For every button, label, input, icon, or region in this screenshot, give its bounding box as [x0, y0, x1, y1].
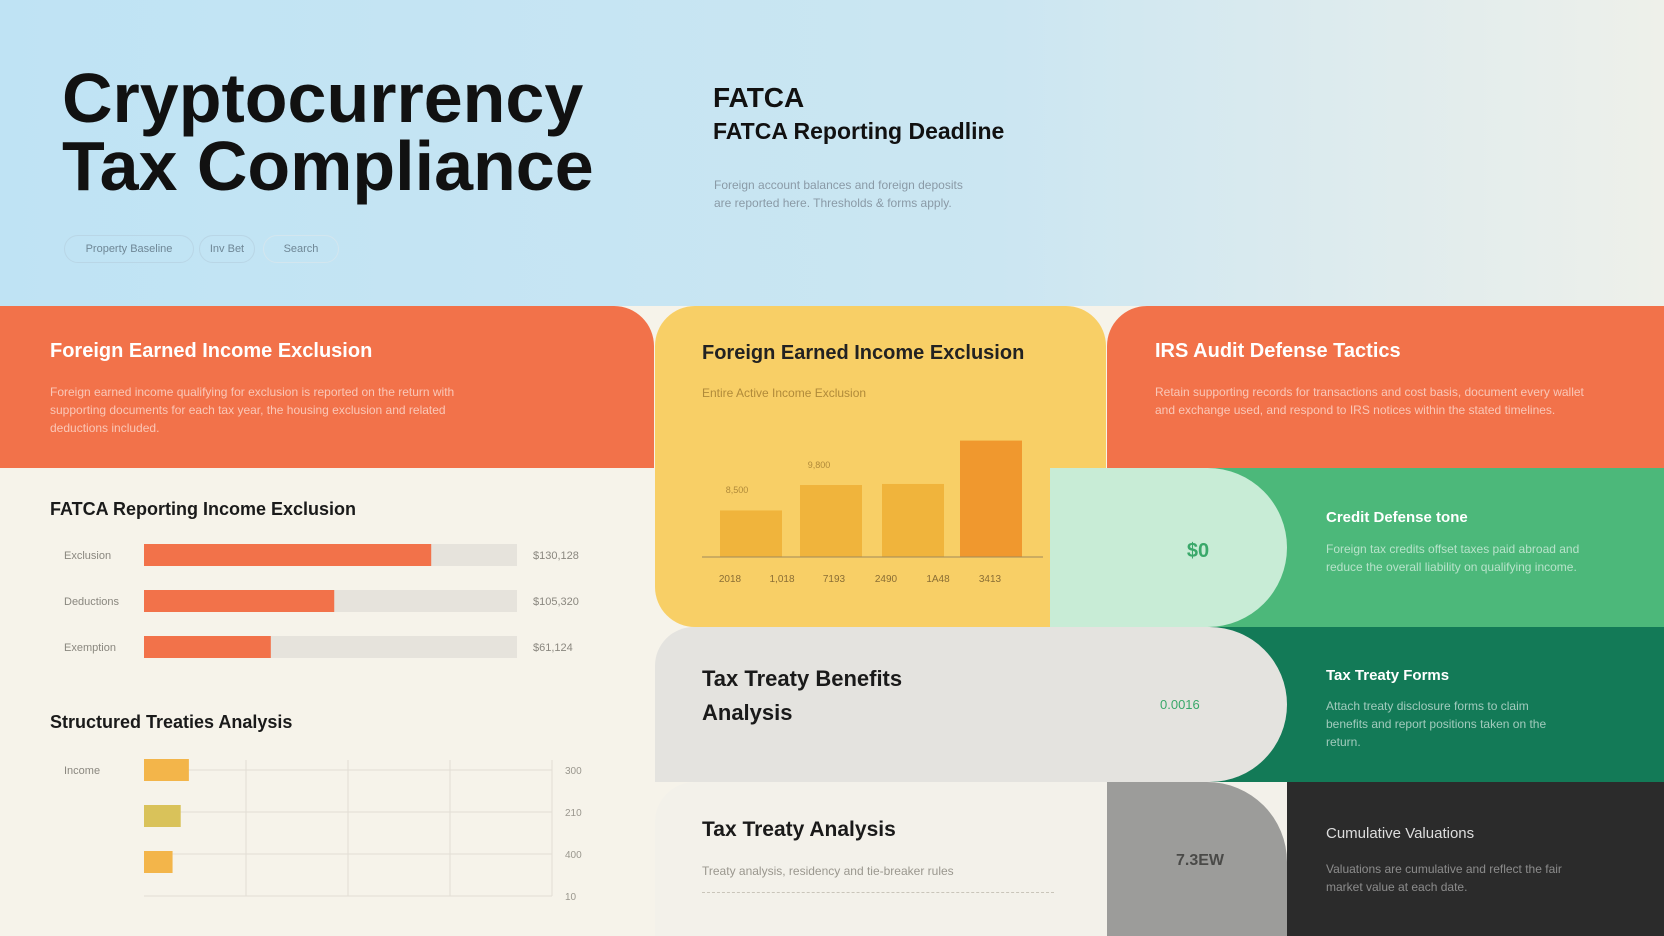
bar	[144, 544, 432, 566]
bar	[144, 851, 173, 873]
x-label: 2018	[719, 574, 742, 585]
bar	[144, 636, 271, 658]
page-title: Cryptocurrency Tax Compliance	[62, 59, 594, 205]
card-title: Tax Treaty Analysis	[702, 818, 896, 841]
chart-title: Structured Treaties Analysis	[50, 712, 293, 732]
header-blurb: Foreign account balances and foreign dep…	[714, 178, 963, 210]
section-blurb: Valuations are cumulative and reflect th…	[1326, 862, 1562, 894]
tag[interactable]: Property Baseline	[64, 235, 194, 263]
credit-badge: $0	[1186, 540, 1210, 562]
bar	[144, 805, 181, 827]
x-label: 3413	[979, 574, 1002, 585]
x-label: 2490	[875, 574, 898, 585]
header-bg	[0, 0, 1664, 306]
scale-label: 210	[565, 808, 582, 819]
bar	[882, 483, 944, 557]
scale-label: 10	[565, 892, 577, 903]
row-label: Exclusion	[64, 550, 111, 562]
x-label: 1A48	[926, 574, 950, 585]
valuations-pill	[1107, 782, 1287, 936]
amount: $105,320	[533, 596, 579, 608]
subtitle: FATCA Reporting Deadline	[713, 118, 1005, 144]
center-card	[655, 306, 1106, 627]
treaty-badge: 0.0016	[1160, 697, 1200, 712]
divider	[702, 892, 1054, 893]
x-label: 7193	[823, 574, 846, 585]
amount: $130,128	[533, 550, 579, 562]
bar	[144, 759, 189, 781]
bar	[720, 510, 782, 557]
row-label: Deductions	[64, 596, 120, 608]
amount: $61,124	[533, 642, 573, 654]
bar	[960, 440, 1022, 557]
kicker: FATCA	[713, 82, 805, 113]
card-title: Tax Treaty Benefits Analysis	[702, 666, 903, 725]
panel-blurb: Foreign earned income qualifying for exc…	[50, 385, 455, 435]
annotation: 8,500	[726, 485, 749, 495]
section-title: Tax Treaty Forms	[1326, 667, 1450, 684]
tag[interactable]: Search	[263, 235, 339, 263]
annotation: 9,800	[808, 460, 831, 470]
panel-title: Foreign Earned Income Exclusion	[50, 340, 373, 362]
section-title: Credit Defense tone	[1326, 509, 1468, 526]
section-blurb: Attach treaty disclosure forms to claim …	[1326, 699, 1547, 749]
chart-title: FATCA Reporting Income Exclusion	[50, 499, 357, 519]
card-title: Foreign Earned Income Exclusion	[702, 342, 1025, 364]
row-label: Income	[64, 765, 100, 777]
panel-title: IRS Audit Defense Tactics	[1155, 340, 1401, 362]
panel-blurb: Retain supporting records for transactio…	[1155, 385, 1584, 417]
valuations-badge: 7.3EW	[1175, 852, 1224, 869]
left-panel	[0, 306, 654, 468]
scale-label: 400	[565, 850, 582, 861]
tag[interactable]: Inv Bet	[199, 235, 255, 263]
right-panel	[1107, 306, 1664, 468]
card-blurb: Treaty analysis, residency and tie-break…	[702, 864, 954, 878]
section-blurb: Foreign tax credits offset taxes paid ab…	[1326, 542, 1580, 574]
x-label: 1,018	[769, 574, 794, 585]
section-title: Cumulative Valuations	[1326, 825, 1475, 842]
treaty-benefits-pill	[655, 627, 1287, 782]
bar	[144, 590, 335, 612]
bar	[800, 485, 862, 557]
row-label: Exemption	[64, 642, 116, 654]
card-subtitle: Entire Active Income Exclusion	[702, 386, 867, 400]
scale-label: 300	[565, 766, 582, 777]
credit-pill	[1050, 468, 1287, 627]
